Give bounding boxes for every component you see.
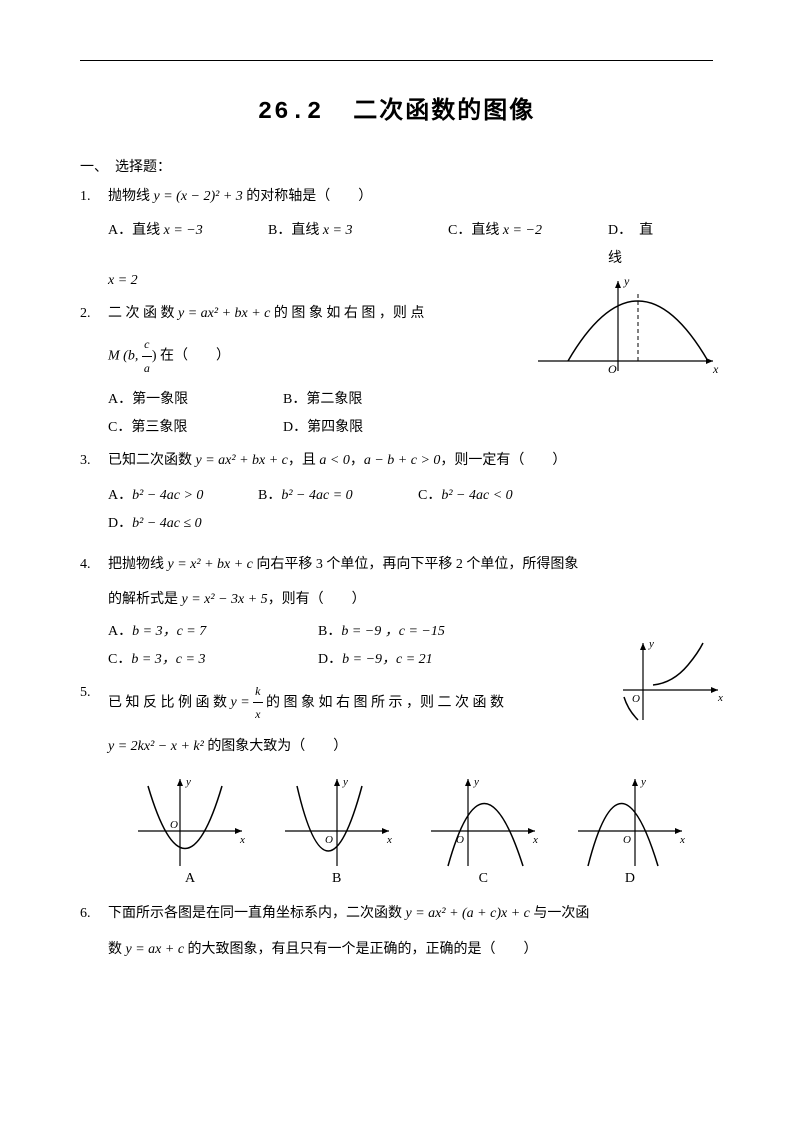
q2-opt-d: D．第四象限 (283, 414, 458, 442)
q3-opt-c: C．b² − 4ac < 0 (418, 482, 548, 510)
q5-label-d: D (570, 871, 690, 887)
question-4: 4. 把抛物线 y = x² + bx + c 向右平移 3 个单位，再向下平移… (80, 552, 713, 579)
q5-label-a: A (130, 871, 250, 887)
q2-opt-c: C．第三象限 (108, 414, 283, 442)
page-title: 26.2 二次函数的图像 (80, 90, 713, 126)
q5-graph-c: O x y C (423, 771, 543, 887)
q4-number: 4. (80, 552, 108, 579)
q3-opt-a: A．b² − 4ac > 0 (108, 482, 228, 510)
q4-opt-a: A．b = 3，c = 7 (108, 618, 318, 646)
q5-body: 已 知 反 比 例 函 数 y = kx 的 图 象 如 右 图 所 示 ，则 … (108, 680, 713, 727)
q1-opt-d: D． 直 线 (608, 217, 678, 273)
q4-opt-b: B．b = −9 ，c = −15 (318, 618, 528, 646)
axis-y: y (623, 274, 630, 288)
svg-text:y: y (640, 776, 646, 788)
title-number: 26.2 (258, 99, 324, 126)
q4-opt-d: D．b = −9，c = 21 (318, 646, 528, 674)
q5-frac: y = kx (231, 695, 263, 710)
q1-body: 抛物线 y = (x − 2)² + 3 的对称轴是（ ） (108, 184, 713, 211)
section-heading: 一、 选择题： (80, 156, 713, 176)
q6-number: 6. (80, 901, 108, 928)
frac-c-a: ca (142, 333, 152, 380)
q2-number: 2. (80, 301, 108, 328)
svg-text:x: x (239, 834, 245, 846)
q5-graph-d: O x y D (570, 771, 690, 887)
q6-body: 下面所示各图是在同一直角坐标系内，二次函数 y = ax² + (a + c)x… (108, 901, 713, 928)
title-text: 二次函数的图像 (353, 97, 535, 124)
svg-text:x: x (717, 692, 723, 704)
question-2: 2. 二 次 函 数 y = ax² + bx + c 的 图 象 如 右 图 … (80, 301, 713, 328)
q1-text-post: 的对称轴是（ ） (243, 189, 373, 204)
svg-text:x: x (532, 834, 538, 846)
q5-option-graphs: O x y A O x y B O x y C (130, 771, 690, 887)
q2-options: A．第一象限 B．第二象限 C．第三象限 D．第四象限 (108, 386, 458, 442)
svg-text:y: y (342, 776, 348, 788)
q3-options: A．b² − 4ac > 0 B．b² − 4ac = 0 C．b² − 4ac… (108, 482, 713, 538)
q4-opt-c: C．b = 3，c = 3 (108, 646, 318, 674)
q1-opt-a: A．直线 x = −3 (108, 217, 238, 273)
q1-opt-b: B．直线 x = 3 (268, 217, 418, 273)
svg-text:x: x (386, 834, 392, 846)
q1-text-pre: 抛物线 (108, 189, 154, 204)
question-5: 5. 已 知 反 比 例 函 数 y = kx 的 图 象 如 右 图 所 示 … (80, 680, 713, 727)
q3-number: 3. (80, 448, 108, 475)
svg-text:x: x (679, 834, 685, 846)
svg-text:y: y (648, 638, 654, 650)
q4-line2: 的解析式是 y = x² − 3x + 5，则有（ ） (108, 587, 713, 614)
q1-opt-c: C．直线 x = −2 (448, 217, 578, 273)
q2-opt-a: A．第一象限 (108, 386, 283, 414)
question-1: 1. 抛物线 y = (x − 2)² + 3 的对称轴是（ ） (80, 184, 713, 211)
q3-body: 已知二次函数 y = ax² + bx + c，且 a < 0，a − b + … (108, 448, 713, 475)
axis-o: O (608, 362, 617, 376)
q2-opt-b: B．第二象限 (283, 386, 458, 414)
svg-text:O: O (325, 834, 333, 846)
q6-line2: 数 y = ax + c 的大致图象，有且只有一个是正确的，正确的是（ ） (108, 937, 713, 964)
question-3: 3. 已知二次函数 y = ax² + bx + c，且 a < 0，a − b… (80, 448, 713, 475)
svg-text:O: O (623, 834, 631, 846)
q1-number: 1. (80, 184, 108, 211)
svg-text:y: y (473, 776, 479, 788)
q5-ref-graph: O x y (618, 635, 728, 725)
q3-opt-b: B．b² − 4ac = 0 (258, 482, 388, 510)
axis-x: x (712, 362, 719, 376)
q5-label-c: C (423, 871, 543, 887)
svg-text:O: O (632, 693, 640, 705)
q5-label-b: B (277, 871, 397, 887)
svg-text:y: y (185, 776, 191, 788)
q2-body: 二 次 函 数 y = ax² + bx + c 的 图 象 如 右 图 ，则 … (108, 301, 713, 328)
q2-graph: O x y (528, 271, 723, 381)
question-6: 6. 下面所示各图是在同一直角坐标系内，二次函数 y = ax² + (a + … (80, 901, 713, 928)
q4-body: 把抛物线 y = x² + bx + c 向右平移 3 个单位，再向下平移 2 … (108, 552, 713, 579)
svg-text:O: O (456, 834, 464, 846)
q5-graph-a: O x y A (130, 771, 250, 887)
q5-graph-b: O x y B (277, 771, 397, 887)
q4-options: A．b = 3，c = 7 B．b = −9 ，c = −15 C．b = 3，… (108, 618, 528, 674)
q5-number: 5. (80, 680, 108, 707)
q1-formula: y = (x − 2)² + 3 (154, 189, 243, 204)
q3-opt-d: D．b² − 4ac ≤ 0 (108, 510, 228, 538)
q5-line2: y = 2kx² − x + k² 的图象大致为（ ） (108, 734, 713, 761)
svg-text:O: O (170, 819, 178, 831)
